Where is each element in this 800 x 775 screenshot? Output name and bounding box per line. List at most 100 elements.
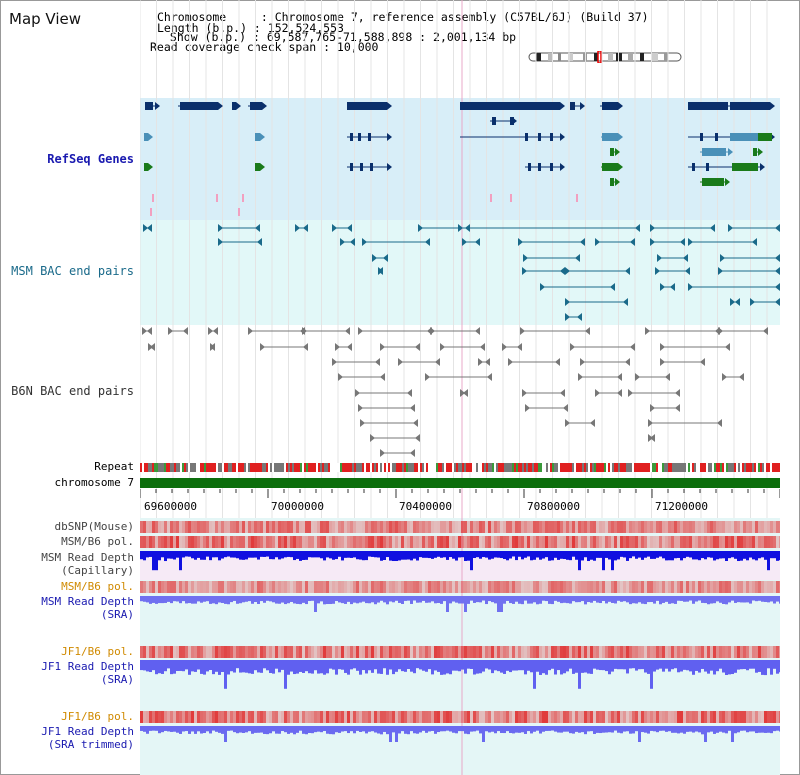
polymorphism-cell [608, 521, 611, 533]
read-depth-bar [197, 660, 200, 670]
bac-end-marker [657, 254, 662, 262]
b6n-bac-label[interactable]: B6N BAC end pairs [11, 384, 134, 398]
read-depth-bar [200, 660, 203, 674]
jf1-depth-trimmed-label[interactable]: JF1 Read Depth [41, 725, 134, 738]
read-depth-bar [611, 551, 614, 571]
refseq-genes-label[interactable]: RefSeq Genes [47, 152, 134, 166]
polymorphism-cell [482, 581, 485, 593]
chromosome-ideogram[interactable] [528, 51, 684, 63]
polymorphism-cell [551, 536, 554, 548]
polymorphism-cell [278, 581, 281, 593]
polymorphism-cell [404, 536, 407, 548]
polymorphism-cell [239, 711, 242, 723]
repeat-segment [200, 463, 202, 472]
msm-depth-capillary-label[interactable]: MSM Read Depth [41, 551, 134, 564]
read-depth-bar [509, 660, 512, 673]
polymorphism-cell [746, 581, 749, 593]
genome-tracks-panel[interactable]: 69600000 70000000 70400000 70800000 7120… [140, 0, 780, 775]
repeat-segment [460, 463, 462, 472]
msm-bac-label[interactable]: MSM BAC end pairs [11, 264, 134, 278]
read-depth-bar [476, 726, 479, 731]
read-depth-bar [569, 726, 572, 734]
msm-b6-pol-label[interactable]: MSM/B6 pol. [61, 535, 134, 548]
read-depth-bar [560, 596, 563, 604]
dbsnp-label[interactable]: dbSNP(Mouse) [54, 520, 134, 533]
polymorphism-cell [470, 646, 473, 658]
read-depth-bar [326, 660, 329, 674]
polymorphism-cell [176, 646, 179, 658]
jf1-b6-pol-label[interactable]: JF1/B6 pol. [61, 645, 134, 658]
repeat-segment [222, 463, 224, 472]
polymorphism-cell [143, 581, 146, 593]
bac-end-marker [355, 389, 360, 397]
polymorphism-cell [680, 711, 683, 723]
read-depth-bar [440, 660, 443, 675]
polymorphism-cell [731, 711, 734, 723]
polymorphism-cell [329, 711, 332, 723]
repeat-segment [476, 463, 478, 472]
bac-end-marker [380, 373, 385, 381]
bac-end-marker [335, 343, 340, 351]
repeat-segment [576, 463, 578, 472]
polymorphism-cell [536, 711, 539, 723]
repeat-segment [210, 463, 212, 472]
read-depth-bar [764, 551, 767, 560]
polymorphism-cell [533, 711, 536, 723]
repeat-segment [320, 463, 322, 472]
polymorphism-cell [272, 521, 275, 533]
polymorphism-cell [380, 521, 383, 533]
ideogram-band [628, 53, 633, 61]
repeat-segment [212, 463, 214, 472]
read-depth-bar [449, 596, 452, 604]
read-depth-bar [518, 660, 521, 671]
read-depth-bar [335, 596, 338, 602]
polymorphism-cell [446, 536, 449, 548]
read-depth-bar [344, 551, 347, 558]
polymorphism-cell [215, 711, 218, 723]
repeat-segment [606, 463, 608, 472]
read-depth-bar [518, 726, 521, 733]
polymorphism-cell [509, 581, 512, 593]
polymorphism-cell [221, 521, 224, 533]
read-depth-bar [752, 551, 755, 560]
polymorphism-cell [725, 711, 728, 723]
polymorphism-cell [233, 711, 236, 723]
read-depth-bar [659, 726, 662, 731]
polymorphism-cell [752, 711, 755, 723]
polymorphism-cell [653, 536, 656, 548]
read-depth-bar [491, 551, 494, 559]
msm-b6-pol-sra-label[interactable]: MSM/B6 pol. [61, 580, 134, 593]
read-depth-bar [779, 551, 780, 561]
read-depth-bar [323, 596, 326, 605]
polymorphism-cell [677, 536, 680, 548]
polymorphism-cell [257, 536, 260, 548]
read-depth-bar [521, 551, 524, 560]
jf1-b6-pol-trimmed-label[interactable]: JF1/B6 pol. [61, 710, 134, 723]
repeat-segment [524, 463, 526, 472]
polymorphism-cell [569, 521, 572, 533]
read-depth-bar [497, 726, 500, 732]
read-depth-bar [161, 551, 164, 558]
jf1-depth-sra-label[interactable]: JF1 Read Depth [41, 660, 134, 673]
repeat-segment [388, 463, 390, 472]
bac-end-marker [645, 327, 650, 335]
repeat-segment [328, 463, 330, 472]
bac-end-marker [775, 298, 780, 306]
polymorphism-cell [542, 646, 545, 658]
repeat-segment [342, 463, 344, 472]
read-depth-bar [251, 551, 254, 558]
msm-depth-sra-label[interactable]: MSM Read Depth [41, 595, 134, 608]
read-depth-bar [692, 596, 695, 604]
polymorphism-cell [311, 536, 314, 548]
read-depth-bar [212, 596, 215, 604]
polymorphism-cell [224, 581, 227, 593]
repeat-segment [526, 463, 528, 472]
repeat-segment [154, 463, 156, 472]
polymorphism-cell [176, 521, 179, 533]
repeat-segment [614, 463, 616, 472]
gene-exon [460, 102, 560, 110]
polymorphism-cell [332, 536, 335, 548]
read-depth-bar [533, 596, 536, 603]
polymorphism-cell [608, 581, 611, 593]
polymorphism-cell [251, 581, 254, 593]
